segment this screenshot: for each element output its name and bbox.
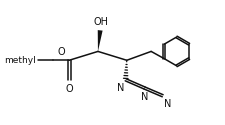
Polygon shape <box>98 30 103 51</box>
Text: O: O <box>65 84 73 94</box>
Text: O: O <box>57 47 65 57</box>
Text: N: N <box>117 83 125 93</box>
Text: N: N <box>141 92 148 102</box>
Text: OH: OH <box>94 18 109 28</box>
Text: methyl: methyl <box>4 56 36 65</box>
Text: N: N <box>164 99 171 109</box>
